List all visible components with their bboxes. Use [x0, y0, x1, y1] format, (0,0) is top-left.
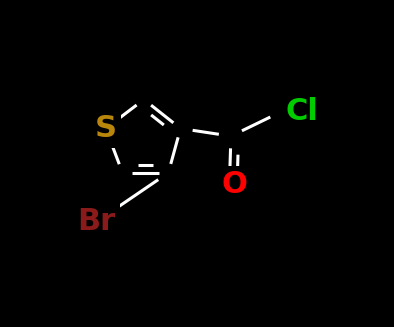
Text: Cl: Cl — [286, 97, 319, 126]
Text: Br: Br — [78, 207, 116, 236]
Text: O: O — [221, 170, 247, 199]
Text: S: S — [95, 114, 117, 143]
